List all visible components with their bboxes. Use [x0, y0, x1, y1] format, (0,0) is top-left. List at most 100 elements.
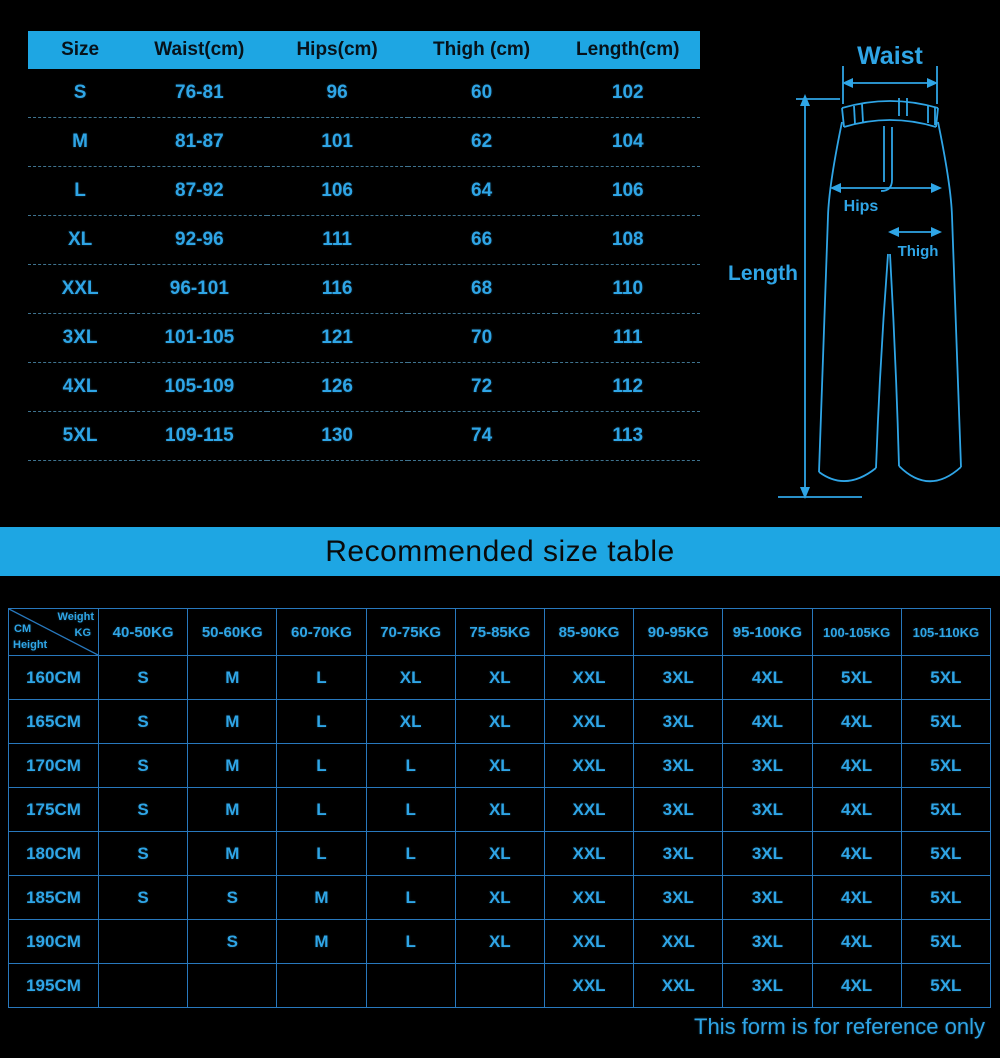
recommended-size-cell: XL [454, 655, 545, 700]
waist-label: Waist [857, 42, 923, 70]
weight-header-cell: 95-100KG [722, 608, 813, 656]
measurement-value-cell: 92-96 [132, 215, 267, 265]
size-name-cell: 3XL [28, 313, 133, 363]
recommended-size-cell: S [97, 875, 189, 920]
corner-cell: Weight KG CM Height [8, 608, 99, 656]
size-name-cell: L [28, 166, 133, 216]
measurement-header-cell: Hips(cm) [266, 31, 408, 69]
recommended-size-cell [97, 919, 189, 964]
measurement-value-cell: 111 [266, 215, 408, 265]
corner-kg-label: KG [74, 627, 92, 639]
measurement-row: 3XL 101-105 121 70 111 [28, 313, 700, 363]
recommended-size-cell: 4XL [811, 699, 902, 744]
recommended-size-cell: M [187, 655, 278, 700]
recommended-size-row: 170CM S M L L XL XXL 3XL 3XL 4XL 5XL [8, 743, 992, 788]
section-banner: Recommended size table [0, 527, 1000, 576]
recommended-size-cell: XXL [543, 699, 635, 744]
recommended-size-cell: XXL [543, 875, 635, 920]
recommended-size-cell: 5XL [900, 743, 992, 788]
recommended-size-cell: S [97, 699, 189, 744]
recommended-size-cell: L [365, 875, 456, 920]
thigh-label: Thigh [898, 243, 939, 260]
size-name-cell: S [28, 69, 133, 118]
measurement-value-cell: 116 [266, 264, 408, 314]
measurement-value-cell: 104 [555, 117, 700, 167]
recommended-size-cell: 5XL [900, 787, 992, 832]
measurement-row: XL 92-96 111 66 108 [28, 215, 700, 265]
height-header-cell: 165CM [8, 699, 99, 744]
recommended-size-cell: 4XL [811, 787, 902, 832]
height-header-cell: 170CM [8, 743, 99, 788]
measurement-value-cell: 108 [555, 215, 700, 265]
recommended-size-cell: 4XL [811, 919, 902, 964]
measurement-value-cell: 102 [555, 69, 700, 118]
weight-header-cell: 100-105KG [811, 608, 902, 656]
measurement-value-cell: 96 [266, 69, 408, 118]
recommended-size-cell: 4XL [811, 743, 902, 788]
recommended-size-cell: XL [454, 699, 545, 744]
recommended-size-cell: XL [365, 655, 456, 700]
pants-diagram: Waist Length Hips Thigh [700, 20, 1000, 520]
recommended-size-cell: 3XL [633, 655, 724, 700]
size-name-cell: XXL [28, 264, 133, 314]
corner-diagonal-line [9, 609, 98, 655]
recommended-size-cell: 3XL [722, 875, 813, 920]
pants-outline [778, 66, 962, 498]
measurement-value-cell: 87-92 [132, 166, 267, 216]
recommended-size-cell: 5XL [900, 655, 992, 700]
measurement-value-cell: 101-105 [132, 313, 267, 363]
recommended-size-cell: L [276, 743, 367, 788]
recommended-size-row: 190CM S M L XL XXL XXL 3XL 4XL 5XL [8, 919, 992, 964]
recommended-size-cell: S [187, 919, 278, 964]
recommended-size-cell: M [276, 919, 367, 964]
recommended-size-cell: 4XL [811, 963, 902, 1008]
recommended-size-cell: 3XL [633, 743, 724, 788]
height-header-cell: 175CM [8, 787, 99, 832]
measurement-header-cell: Size [28, 31, 133, 69]
recommended-size-cell: XXL [543, 831, 635, 876]
measurement-header-cell: Thigh (cm) [407, 31, 556, 69]
recommended-size-cell: XXL [543, 743, 635, 788]
recommended-size-row: 185CM S S M L XL XXL 3XL 3XL 4XL 5XL [8, 875, 992, 920]
recommended-size-cell: L [365, 787, 456, 832]
recommended-table-body: 160CM S M L XL XL XXL 3XL 4XL 5XL 5XL 165CM S M L XL XL X… [8, 655, 992, 1008]
measurement-row: XXL 96-101 116 68 110 [28, 264, 700, 314]
recommended-size-cell: S [97, 831, 189, 876]
pants-diagram-svg: Waist Length Hips Thigh [728, 42, 962, 499]
arrowheads [800, 78, 942, 499]
measurement-value-cell: 126 [266, 362, 408, 412]
recommended-size-cell: 5XL [900, 831, 992, 876]
recommended-size-cell [365, 963, 456, 1008]
recommended-size-cell [454, 963, 545, 1008]
recommended-size-cell [276, 963, 367, 1008]
height-header-cell: 180CM [8, 831, 99, 876]
recommended-size-cell: 3XL [722, 787, 813, 832]
measurement-table: Size Waist(cm) Hips(cm) Thigh (cm) Length(cm… [28, 31, 700, 461]
measurement-value-cell: 106 [555, 166, 700, 216]
measurement-value-cell: 113 [555, 411, 700, 461]
recommended-size-cell: 3XL [722, 743, 813, 788]
weight-header-cell: 90-95KG [633, 608, 724, 656]
measurement-value-cell: 106 [266, 166, 408, 216]
measurement-header-cell: Length(cm) [555, 31, 700, 69]
measurement-value-cell: 70 [407, 313, 556, 363]
weight-header-cell: 40-50KG [97, 608, 189, 656]
recommended-size-cell: 3XL [633, 699, 724, 744]
recommended-size-cell: 5XL [900, 919, 992, 964]
recommended-size-cell: L [365, 743, 456, 788]
recommended-size-cell: L [276, 787, 367, 832]
recommended-size-cell: 3XL [633, 787, 724, 832]
measurement-value-cell: 66 [407, 215, 556, 265]
size-name-cell: 4XL [28, 362, 133, 412]
measurement-value-cell: 121 [266, 313, 408, 363]
recommended-size-cell: XXL [543, 919, 635, 964]
recommended-size-cell: XXL [633, 919, 724, 964]
measurement-row: L 87-92 106 64 106 [28, 166, 700, 216]
recommended-size-row: 175CM S M L L XL XXL 3XL 3XL 4XL 5XL [8, 787, 992, 832]
length-label: Length [728, 262, 798, 285]
recommended-size-cell: XL [454, 919, 545, 964]
banner-title: Recommended size table [325, 534, 675, 568]
recommended-size-cell: 5XL [900, 875, 992, 920]
corner-height-label: Height [13, 639, 48, 651]
recommended-size-row: 180CM S M L L XL XXL 3XL 3XL 4XL 5XL [8, 831, 992, 876]
